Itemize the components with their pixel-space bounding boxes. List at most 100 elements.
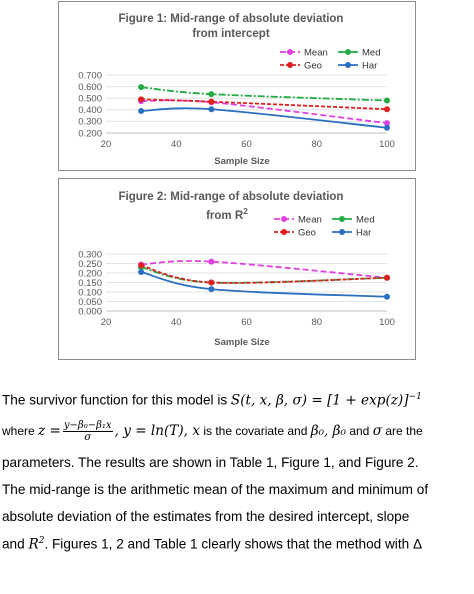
legend-marker-har <box>345 62 351 68</box>
figure-2-title: Figure 2: Mid-range of absolute deviatio… <box>119 191 344 203</box>
y-tick-label: 0.700 <box>78 70 102 81</box>
data-point-har <box>208 106 215 113</box>
r-squared-symbol: R <box>28 536 39 553</box>
survivor-function-equation: S(t, x, β, σ) = [1 + exp(z)] <box>230 392 409 409</box>
data-point-med <box>208 91 215 98</box>
x-tick-label: 20 <box>101 317 112 328</box>
legend-marker-har <box>339 229 345 235</box>
y-tick-label: 0.250 <box>78 259 102 270</box>
y-tick-label: 0.300 <box>78 117 102 128</box>
body-text-segment: and <box>346 424 373 439</box>
body-line-4: The mid-range is the arithmetic mean of … <box>2 482 429 497</box>
data-point-har <box>384 124 390 131</box>
data-point-har <box>138 269 145 276</box>
body-line-3: parameters. The results are shown in Tab… <box>2 455 419 470</box>
legend-marker-mean <box>281 216 287 222</box>
figure-1-x-axis-label: Sample Size <box>214 156 269 167</box>
equation-exponent: −1 <box>408 392 422 402</box>
legend-label-geo: Geo <box>298 227 316 238</box>
legend-label-mean: Mean <box>298 214 322 225</box>
beta-symbols: β₀, β₀ <box>310 423 346 440</box>
legend-marker-med <box>339 216 345 222</box>
x-tick-label: 100 <box>379 139 395 150</box>
data-point-med <box>138 84 145 91</box>
legend-marker-med <box>345 49 351 55</box>
figure-2-title-superscript: 2 <box>243 206 248 216</box>
y-tick-label: 0.000 <box>78 306 102 317</box>
svg-text:from R2: from R2 <box>206 206 248 222</box>
figure-2-chart: Figure 2: Mid-range of absolute deviatio… <box>78 191 395 348</box>
data-point-har <box>208 286 215 293</box>
series-line-har <box>141 107 388 129</box>
body-text-segment: and <box>2 536 29 552</box>
figure-1-chart: Figure 1: Mid-range of absolute deviatio… <box>78 13 395 167</box>
z-fraction-numerator: y−β₀−β₁x <box>62 420 113 432</box>
x-tick-label: 80 <box>311 139 322 150</box>
data-point-geo <box>384 274 390 281</box>
y-equation: , y = ln(T), x <box>114 423 200 440</box>
data-point-med <box>384 97 390 104</box>
legend-label-med: Med <box>356 214 374 225</box>
data-point-har <box>384 293 390 300</box>
body-text-segment: . Figures 1, 2 and Table 1 clearly shows… <box>44 536 423 552</box>
x-tick-label: 80 <box>311 317 322 328</box>
series-line-geo <box>141 98 388 111</box>
legend-label-mean: Mean <box>304 47 328 58</box>
series-line-har <box>140 271 388 298</box>
figure-1-title: Figure 1: Mid-range of absolute deviatio… <box>119 13 344 25</box>
data-point-geo <box>384 106 390 113</box>
y-tick-label: 0.500 <box>78 94 102 105</box>
z-fraction-denominator: σ <box>84 432 92 443</box>
y-tick-label: 0.150 <box>78 278 102 289</box>
legend: Mean Med Geo Har <box>280 47 380 71</box>
legend-label-har: Har <box>356 227 371 238</box>
body-text-segment: where <box>2 424 39 439</box>
x-tick-label: 60 <box>241 317 252 328</box>
data-point-mean <box>208 258 215 265</box>
legend-label-har: Har <box>362 60 377 71</box>
data-point-geo <box>138 262 145 269</box>
body-line-5: absolute deviation of the estimates from… <box>2 509 410 524</box>
body-text-segment: The survivor function for this model is <box>2 392 231 408</box>
legend-label-geo: Geo <box>304 60 322 71</box>
x-tick-label: 40 <box>171 139 182 150</box>
data-point-mean <box>384 120 390 127</box>
body-text-segment: are the <box>381 424 423 439</box>
r-squared-exponent: 2 <box>38 536 45 546</box>
figure-1: Figure 1: Mid-range of absolute deviatio… <box>58 1 416 171</box>
data-point-har <box>138 107 145 114</box>
legend-label-med: Med <box>362 47 380 58</box>
x-tick-label: 20 <box>101 139 112 150</box>
x-tick-label: 100 <box>379 317 395 328</box>
figure-1-title-line2: from intercept <box>192 28 269 40</box>
y-tick-label: 0.100 <box>78 287 102 298</box>
y-tick-label: 0.200 <box>78 128 102 139</box>
y-tick-label: 0.600 <box>78 82 102 93</box>
body-line-6: and R2. Figures 1, 2 and Table 1 clearly… <box>2 536 422 553</box>
x-tick-label: 40 <box>171 317 182 328</box>
legend-marker-geo <box>281 229 287 235</box>
z-equation: z = <box>38 423 61 440</box>
series-line-med <box>141 86 388 102</box>
x-tick-label: 60 <box>241 139 252 150</box>
body-line-1: The survivor function for this model is … <box>2 392 422 409</box>
figure-2-x-axis-label: Sample Size <box>214 337 269 348</box>
legend-marker-geo <box>287 62 293 68</box>
data-point-geo <box>138 96 145 103</box>
body-line-2: where z = y−β₀−β₁x σ, y = ln(T), x is the … <box>2 420 423 443</box>
data-point-geo <box>208 279 215 286</box>
series-line-mean <box>141 260 388 279</box>
y-tick-label: 0.400 <box>78 105 102 116</box>
legend-marker-mean <box>287 49 293 55</box>
z-fraction: y−β₀−β₁x σ <box>62 420 113 443</box>
figure-2: Figure 2: Mid-range of absolute deviatio… <box>58 178 416 360</box>
series-line-geo <box>140 264 388 284</box>
body-text-segment: is the covariate and <box>200 424 311 439</box>
data-point-geo <box>208 98 215 105</box>
series-line-med <box>140 266 388 284</box>
y-tick-label: 0.300 <box>78 249 102 260</box>
y-tick-label: 0.200 <box>78 268 102 279</box>
legend: Mean Med Geo Har <box>274 214 374 238</box>
series-line-mean <box>141 99 388 125</box>
